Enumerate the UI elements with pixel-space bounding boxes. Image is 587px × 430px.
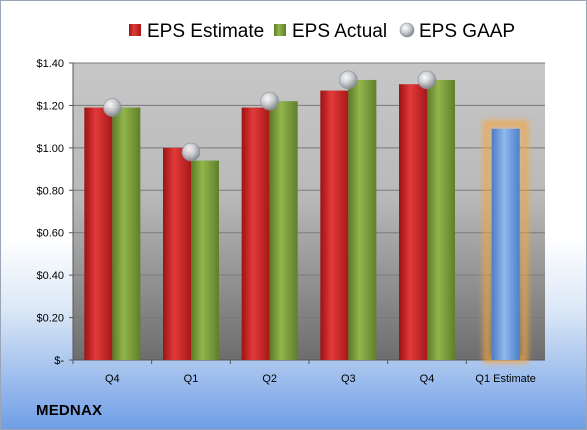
plot-background (73, 63, 545, 360)
bar-eps-actual (427, 79, 455, 360)
point-eps-gaap (260, 91, 279, 111)
bar-eps-estimate (399, 84, 427, 360)
legend-swatch-eps-gaap (399, 22, 415, 38)
legend-swatch-eps-actual (274, 24, 286, 36)
legend-label: EPS GAAP (419, 21, 515, 42)
company-name: MEDNAX (36, 402, 103, 419)
bar-eps-estimate (320, 90, 349, 360)
y-tick-label: $0.60 (36, 228, 64, 240)
bar-q1-estimate (491, 128, 520, 360)
x-tick-label: Q1 Estimate (475, 373, 536, 385)
y-tick-label: $- (54, 355, 64, 367)
bar-eps-actual (348, 79, 377, 360)
y-tick-label: $0.20 (36, 313, 64, 325)
y-tick-label: $1.40 (36, 58, 64, 70)
x-tick-label: Q4 (105, 373, 120, 385)
point-eps-gaap (103, 98, 122, 117)
legend-label: EPS Actual (292, 21, 387, 42)
x-tick-label: Q2 (262, 373, 277, 385)
point-eps-gaap (339, 70, 358, 90)
bar-eps-estimate (241, 107, 270, 360)
y-tick-label: $1.00 (36, 143, 64, 155)
y-tick-label: $0.80 (36, 185, 64, 197)
x-tick-label: Q3 (341, 373, 356, 385)
y-tick-label: $0.40 (36, 270, 64, 282)
legend-label: EPS Estimate (147, 21, 264, 42)
point-eps-gaap (181, 142, 201, 162)
point-eps-gaap (417, 70, 437, 90)
x-tick-label: Q1 (184, 373, 199, 385)
bar-eps-actual (112, 107, 141, 360)
y-tick-label: $1.20 (36, 100, 64, 112)
bar-eps-actual (191, 160, 219, 360)
bar-eps-estimate (163, 147, 191, 360)
bar-eps-estimate (84, 107, 113, 360)
legend-swatch-eps-estimate (129, 24, 141, 36)
x-tick-label: Q4 (420, 373, 435, 385)
bar-eps-actual (269, 101, 298, 360)
